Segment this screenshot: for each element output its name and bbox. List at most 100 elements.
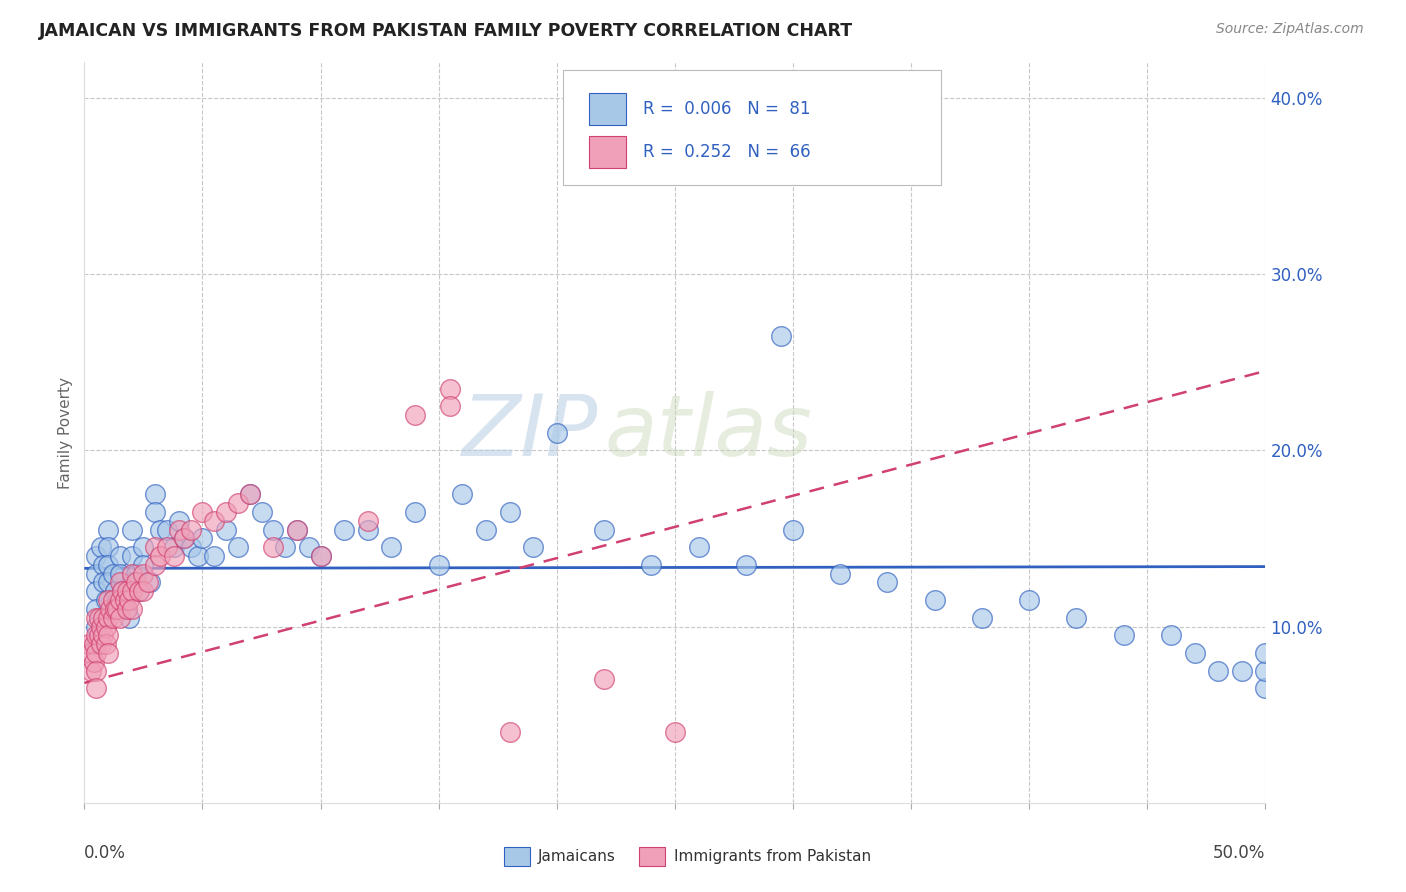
Point bbox=[115, 602, 138, 616]
Point bbox=[84, 628, 107, 642]
Point bbox=[215, 523, 238, 537]
Point bbox=[115, 602, 138, 616]
Point bbox=[97, 558, 120, 572]
Point bbox=[97, 610, 120, 624]
Point bbox=[298, 540, 321, 554]
Point bbox=[1230, 664, 1253, 678]
Point bbox=[84, 619, 107, 633]
Point bbox=[285, 523, 308, 537]
Point bbox=[173, 532, 195, 546]
Point bbox=[782, 523, 804, 537]
Point bbox=[84, 602, 107, 616]
Point bbox=[104, 602, 127, 616]
Point bbox=[664, 725, 686, 739]
Point bbox=[156, 523, 179, 537]
Point bbox=[107, 593, 129, 607]
Point bbox=[111, 584, 134, 599]
Point bbox=[143, 558, 166, 572]
Point bbox=[136, 575, 159, 590]
Y-axis label: Family Poverty: Family Poverty bbox=[58, 376, 73, 489]
Point bbox=[1184, 646, 1206, 660]
Point bbox=[83, 637, 105, 651]
Point bbox=[84, 566, 107, 581]
Point bbox=[111, 584, 134, 599]
Point bbox=[132, 540, 155, 554]
Point bbox=[250, 505, 273, 519]
Point bbox=[108, 593, 131, 607]
Point bbox=[191, 505, 214, 519]
Point bbox=[640, 558, 662, 572]
Point bbox=[84, 646, 107, 660]
Point bbox=[357, 514, 380, 528]
Point bbox=[83, 655, 105, 669]
Point bbox=[167, 514, 190, 528]
Point bbox=[87, 610, 110, 624]
Point bbox=[439, 399, 461, 413]
Point bbox=[239, 487, 262, 501]
Point bbox=[357, 523, 380, 537]
Text: 50.0%: 50.0% bbox=[1213, 844, 1265, 862]
Point bbox=[94, 593, 117, 607]
Point bbox=[125, 566, 148, 581]
Point bbox=[734, 558, 756, 572]
Point bbox=[91, 558, 114, 572]
Point bbox=[876, 575, 898, 590]
Point bbox=[1066, 610, 1088, 624]
Point bbox=[121, 566, 143, 581]
Point bbox=[97, 523, 120, 537]
Point bbox=[91, 575, 114, 590]
Point bbox=[94, 637, 117, 651]
Point bbox=[118, 610, 141, 624]
Point bbox=[970, 610, 993, 624]
Text: R =  0.006   N =  81: R = 0.006 N = 81 bbox=[643, 100, 810, 118]
Point bbox=[770, 328, 793, 343]
Point bbox=[187, 549, 209, 563]
Point bbox=[451, 487, 474, 501]
Point bbox=[118, 593, 141, 607]
Point bbox=[262, 540, 284, 554]
Text: Jamaicans: Jamaicans bbox=[538, 848, 616, 863]
Point bbox=[215, 505, 238, 519]
Point bbox=[108, 566, 131, 581]
Point bbox=[108, 549, 131, 563]
Point bbox=[98, 602, 121, 616]
Point bbox=[84, 681, 107, 696]
Point bbox=[522, 540, 544, 554]
Point bbox=[156, 540, 179, 554]
Point bbox=[262, 523, 284, 537]
Point bbox=[132, 584, 155, 599]
Point bbox=[285, 523, 308, 537]
Point bbox=[427, 558, 450, 572]
Point bbox=[91, 628, 114, 642]
Point bbox=[97, 540, 120, 554]
Point bbox=[80, 664, 103, 678]
Point bbox=[139, 575, 162, 590]
Point bbox=[309, 549, 332, 563]
Point bbox=[149, 549, 172, 563]
Point bbox=[475, 523, 498, 537]
Point bbox=[101, 566, 124, 581]
Point bbox=[163, 549, 186, 563]
Point bbox=[498, 725, 520, 739]
FancyBboxPatch shape bbox=[640, 847, 665, 866]
Point bbox=[84, 584, 107, 599]
Point bbox=[94, 619, 117, 633]
Point bbox=[97, 593, 120, 607]
Text: 0.0%: 0.0% bbox=[84, 844, 127, 862]
Point bbox=[84, 610, 107, 624]
Text: R =  0.252   N =  66: R = 0.252 N = 66 bbox=[643, 143, 811, 161]
Point bbox=[115, 584, 138, 599]
Point bbox=[77, 637, 100, 651]
Text: Immigrants from Pakistan: Immigrants from Pakistan bbox=[673, 848, 870, 863]
Point bbox=[121, 549, 143, 563]
Point bbox=[173, 532, 195, 546]
Point bbox=[97, 575, 120, 590]
Point bbox=[121, 602, 143, 616]
FancyBboxPatch shape bbox=[589, 136, 627, 169]
Point bbox=[404, 408, 426, 422]
Point bbox=[1254, 664, 1277, 678]
Point bbox=[125, 575, 148, 590]
Point bbox=[830, 566, 852, 581]
Point bbox=[143, 505, 166, 519]
Point bbox=[1254, 681, 1277, 696]
